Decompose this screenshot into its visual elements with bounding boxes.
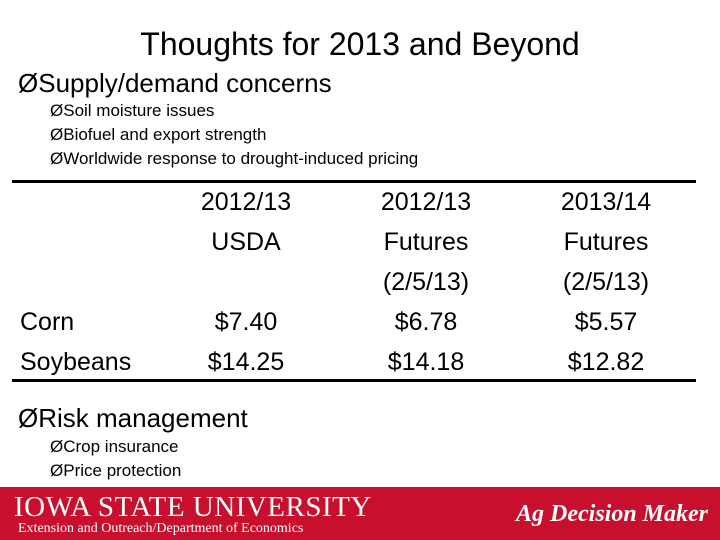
row-label-corn: Corn [20,308,75,336]
header-line: USDA [211,228,281,256]
table-cell: $7.40 [214,308,278,336]
table-cell: $12.82 [567,348,645,376]
sub-bullet: ØSoil moisture issues [50,100,214,122]
table-bottom-border [12,379,696,382]
sub-bullet-text: Price protection [63,461,182,480]
col-header-futures-2012: 2012/13 Futures (2/5/13) [356,182,496,302]
arrow-bullet-icon: Ø [18,403,39,433]
bullet-text: Supply/demand concerns [38,68,332,98]
sub-bullet-text: Biofuel and export strength [63,125,267,144]
table-cell: $6.78 [394,308,458,336]
header-line: Futures [383,228,469,256]
department-text: Extension and Outreach/Department of Eco… [18,521,304,536]
arrow-bullet-icon: Ø [50,125,64,144]
header-line: 2012/13 [200,188,292,216]
table-cell: $14.25 [207,348,285,376]
header-line: 2012/13 [380,188,472,216]
row-label-soybeans: Soybeans [20,348,132,376]
header-line: Futures [563,228,649,256]
header-line: (2/5/13) [382,268,470,296]
bullet-supply-demand: ØSupply/demand concerns [18,68,332,98]
col-header-usda: 2012/13 USDA [176,182,316,262]
footer-banner: IOWA STATE UNIVERSITY Extension and Outr… [0,487,720,540]
arrow-bullet-icon: Ø [50,461,64,480]
ag-decision-maker-logo: Ag Decision Maker [516,501,708,527]
slide-title: Thoughts for 2013 and Beyond [140,26,580,62]
bullet-text: Risk management [38,403,248,433]
sub-bullet: ØBiofuel and export strength [50,124,266,146]
table-top-border [12,180,696,183]
arrow-bullet-icon: Ø [50,149,64,168]
col-header-futures-2013: 2013/14 Futures (2/5/13) [536,182,676,302]
sub-bullet: ØWorldwide response to drought-induced p… [50,148,418,170]
table-cell: $5.57 [574,308,638,336]
header-line: (2/5/13) [562,268,650,296]
arrow-bullet-icon: Ø [50,101,64,120]
bullet-risk-management: ØRisk management [18,403,248,433]
sub-bullet: ØPrice protection [50,460,181,482]
sub-bullet: ØCrop insurance [50,436,179,458]
price-table: 2012/13 USDA 2012/13 Futures (2/5/13) 20… [12,180,696,382]
sub-bullet-text: Soil moisture issues [63,101,215,120]
arrow-bullet-icon: Ø [50,437,64,456]
university-wordmark: IOWA STATE UNIVERSITY [14,491,372,523]
arrow-bullet-icon: Ø [18,68,39,98]
header-line: 2013/14 [560,188,652,216]
sub-bullet-text: Crop insurance [63,437,179,456]
table-cell: $14.18 [387,348,465,376]
sub-bullet-text: Worldwide response to drought-induced pr… [63,149,419,168]
